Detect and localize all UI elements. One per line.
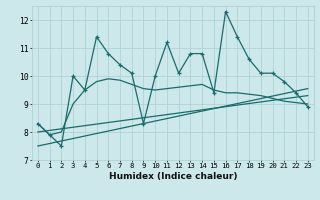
X-axis label: Humidex (Indice chaleur): Humidex (Indice chaleur) [108, 172, 237, 181]
